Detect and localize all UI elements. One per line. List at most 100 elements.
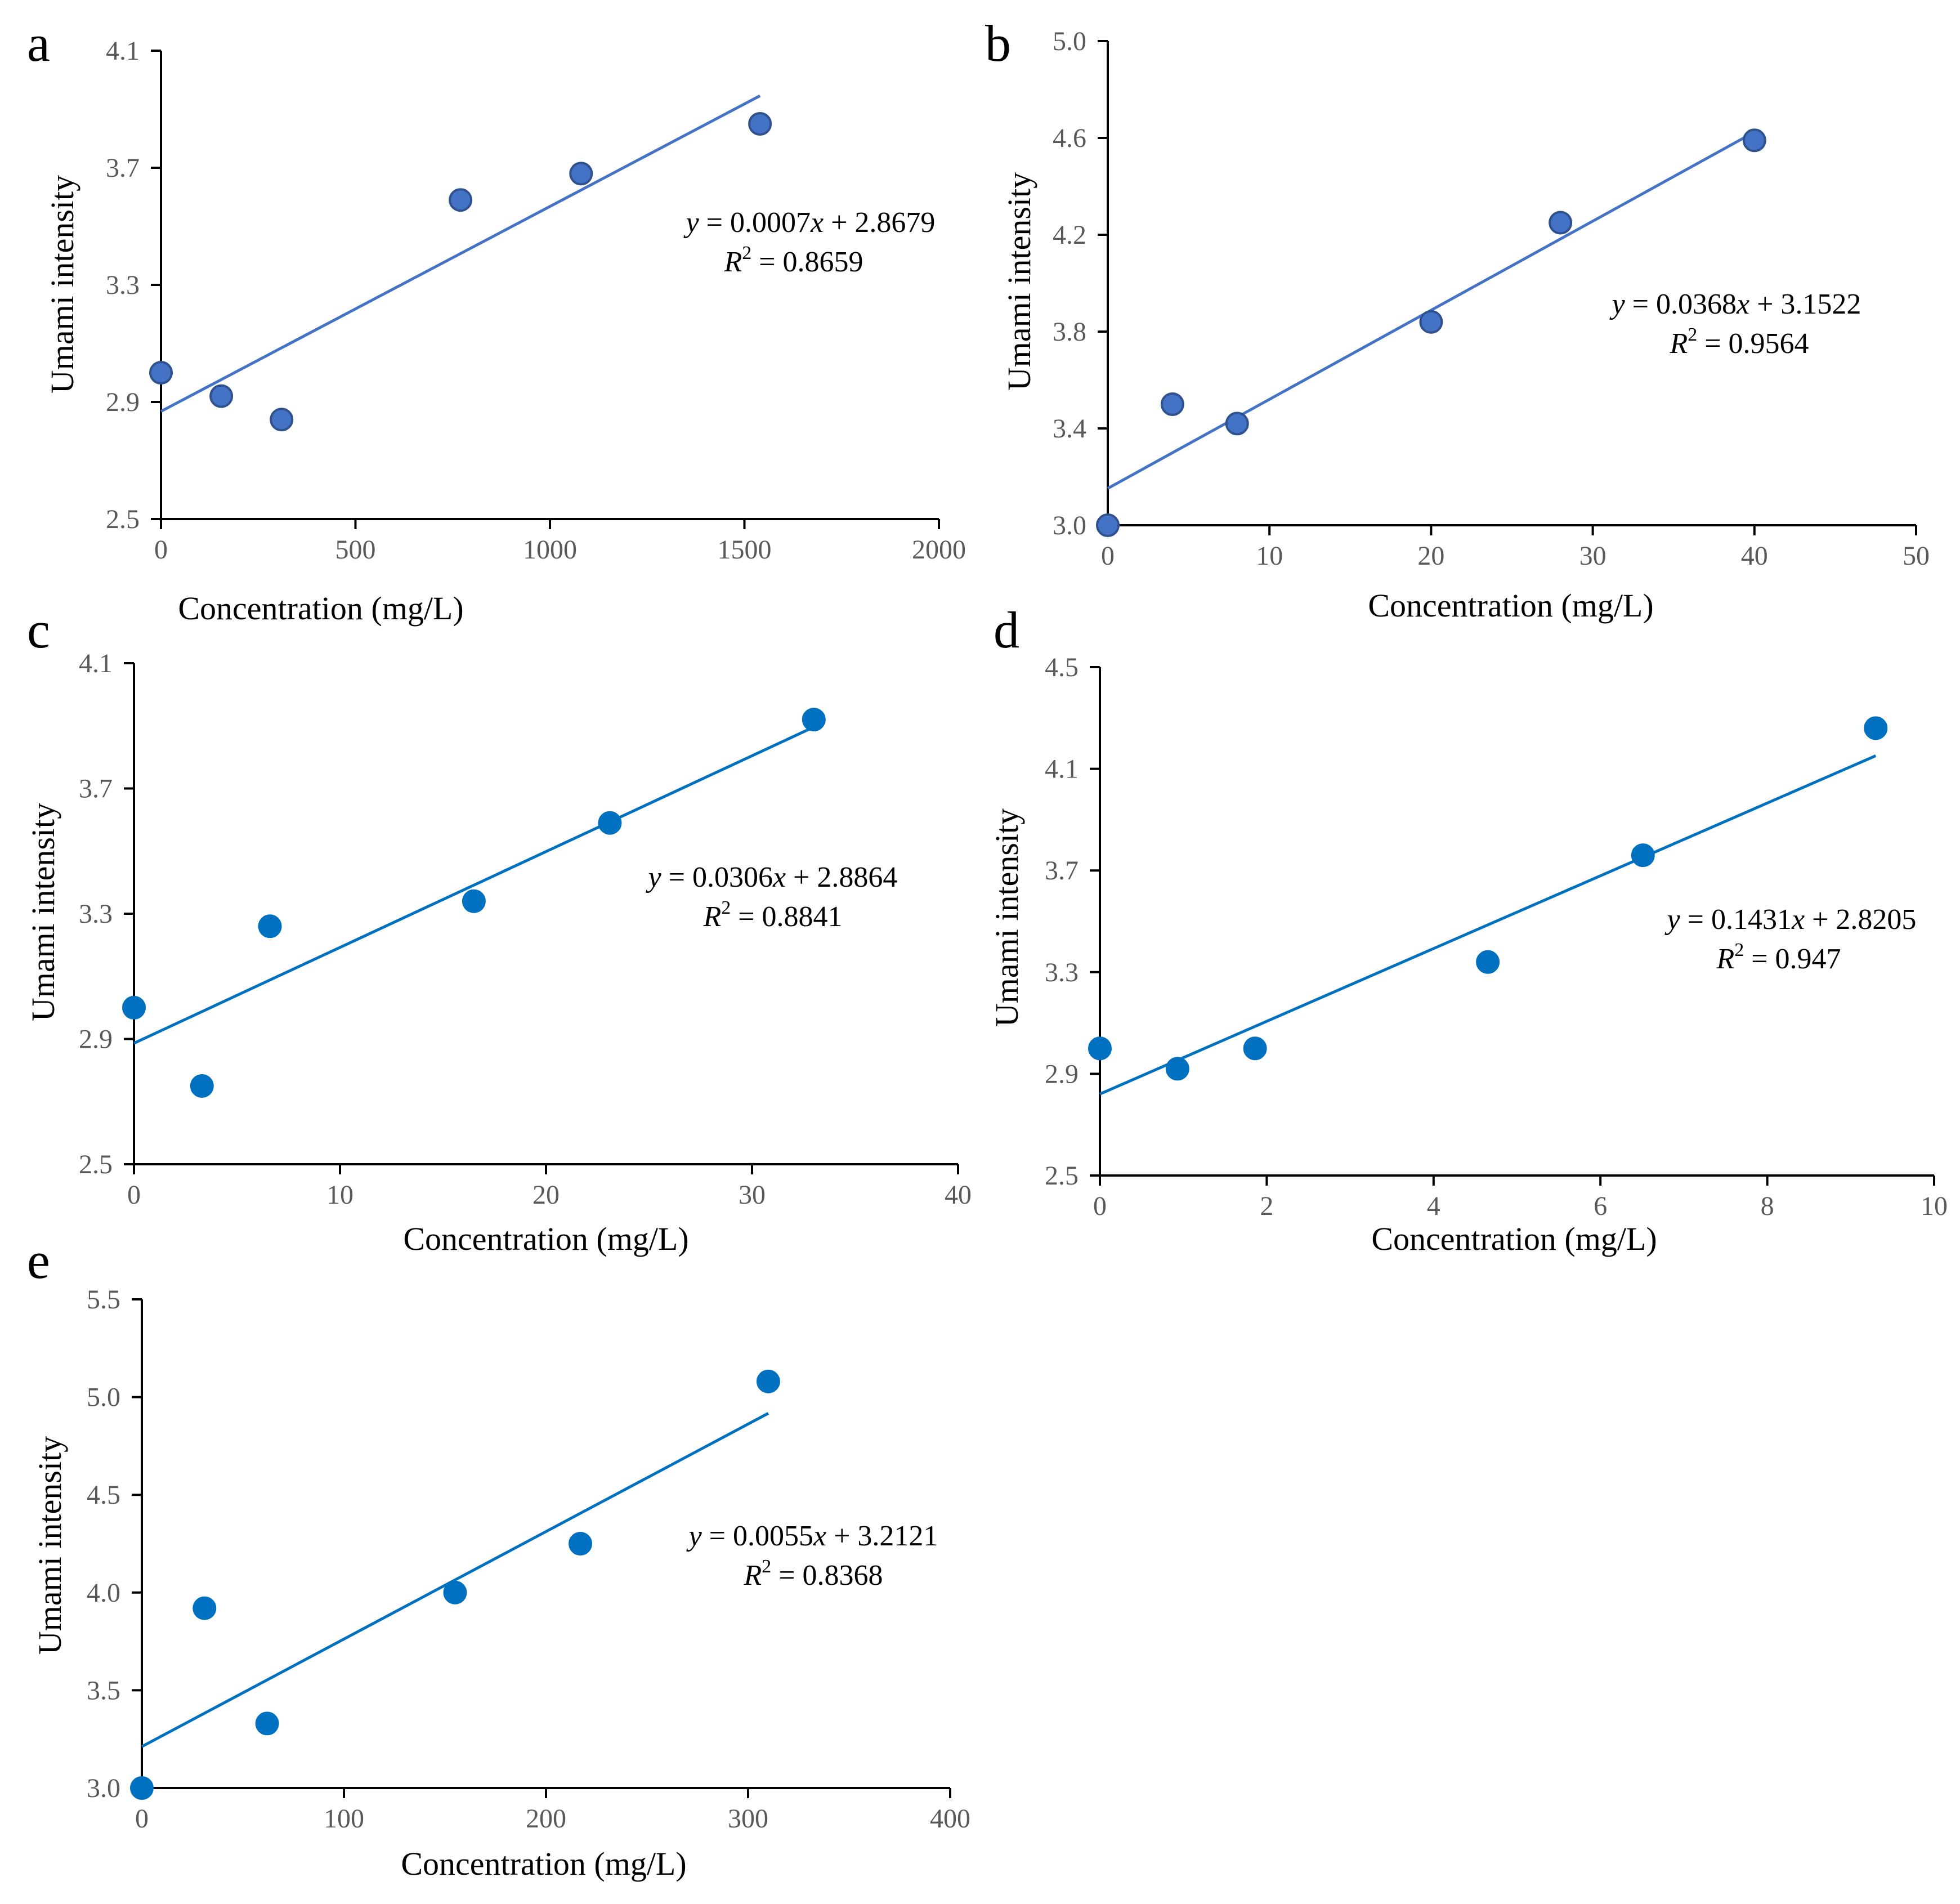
panel-c-y-tick-label: 4.1: [79, 649, 113, 678]
panel-d: d Concentration (mg/L) Umami intensity y…: [988, 601, 1948, 1257]
panel-a-eq-x: x: [810, 207, 824, 239]
panel-e-data-point: [756, 1369, 780, 1393]
panel-e-data-point: [193, 1596, 217, 1620]
panel-d-data-point: [1165, 1057, 1189, 1081]
panel-e-r-prefix: R: [743, 1559, 762, 1592]
panel-b-x-tick-label: 40: [1741, 541, 1768, 571]
panel-a-r-sup: 2: [742, 243, 751, 263]
panel-b-x-axis-title: Concentration (mg/L): [1368, 587, 1653, 624]
panel-d-y-tick-label: 2.9: [1045, 1059, 1079, 1089]
panel-c-letter: c: [27, 601, 50, 659]
panel-d-equation: y = 0.1431x + 2.8205: [1664, 904, 1917, 936]
panel-e-r-value: = 0.8368: [771, 1559, 883, 1592]
panel-e-y-tick-label: 3.5: [87, 1675, 120, 1705]
panel-e-y-tick-label: 4.0: [87, 1578, 120, 1608]
panel-e-x-tick-label: 400: [930, 1804, 970, 1834]
panel-e-y-tick-label: 5.5: [87, 1285, 120, 1315]
panel-a: a Concentration (mg/L) Umami intensity y…: [27, 15, 966, 627]
panel-a-x-tick-label: 2000: [912, 535, 966, 565]
panel-c-r-sup: 2: [721, 897, 731, 918]
panel-d-y-tick-label: 3.3: [1045, 958, 1079, 987]
panel-e-letter: e: [27, 1232, 50, 1289]
panel-d-x-tick-label: 10: [1921, 1191, 1948, 1221]
panel-e-eq-slope: = 0.0055: [702, 1520, 813, 1552]
panel-a-eq-y: y: [683, 207, 700, 239]
panel-a-y-tick-label: 3.7: [106, 153, 140, 183]
panel-b-letter: b: [985, 15, 1011, 72]
panel-e-y-tick-label: 5.0: [87, 1383, 120, 1413]
panel-c-data-point: [258, 914, 282, 938]
panel-c-y-tick-label: 3.3: [79, 899, 113, 929]
panel-c-x-tick-label: 40: [945, 1180, 972, 1210]
panel-e-x-tick-label: 200: [526, 1804, 566, 1834]
panel-b-x-tick-label: 50: [1903, 541, 1930, 571]
panel-a-x-tick-label: 500: [335, 535, 376, 565]
panel-a-y-tick-label: 2.9: [106, 387, 140, 417]
panel-a-y-tick-label: 2.5: [106, 504, 140, 534]
panel-c: c Concentration (mg/L) Umami intensity y…: [25, 601, 972, 1257]
panel-d-data-point: [1088, 1036, 1112, 1061]
panel-b-eq-y: y: [1609, 288, 1626, 320]
panel-b-r-prefix: R: [1669, 328, 1688, 360]
panel-d-letter: d: [994, 601, 1019, 659]
panel-b-x-tick-label: 30: [1579, 541, 1607, 571]
panel-d-x-tick-label: 4: [1427, 1191, 1440, 1221]
panel-a-x-tick-label: 1500: [718, 535, 772, 565]
panel-e-eq-intercept: + 3.2121: [826, 1520, 938, 1552]
panel-d-y-axis-title: Umami intensity: [988, 808, 1025, 1027]
panel-d-y-tick-label: 3.7: [1045, 856, 1079, 886]
panel-e-data-point: [130, 1776, 154, 1800]
panel-a-equation: y = 0.0007x + 2.8679: [683, 207, 936, 239]
panel-b-data-point: [1160, 392, 1184, 416]
panel-a-eq-intercept: + 2.8679: [824, 207, 935, 239]
panel-a-data-point: [270, 408, 294, 432]
panel-d-y-tick-label: 4.5: [1045, 652, 1079, 682]
panel-e-x-axis-title: Concentration (mg/L): [401, 1845, 686, 1882]
panel-b-data-point: [1549, 211, 1573, 235]
panel-d-data-point: [1631, 843, 1655, 868]
panel-c-eq-x: x: [772, 861, 786, 893]
panel-d-eq-slope: = 0.1431: [1680, 904, 1792, 936]
panel-a-data-point: [209, 384, 234, 408]
panel-c-y-axis-title: Umami intensity: [25, 803, 61, 1021]
panel-c-x-tick-label: 10: [326, 1180, 353, 1210]
panel-a-data-point: [149, 361, 173, 385]
panel-d-x-tick-label: 2: [1260, 1191, 1273, 1221]
panel-e-x-tick-label: 100: [324, 1804, 364, 1834]
panel-b-y-tick-label: 4.2: [1053, 220, 1086, 250]
panel-d-data-point: [1476, 950, 1500, 974]
panel-c-eq-slope: = 0.0306: [661, 861, 773, 893]
panel-e-y-axis-title: Umami intensity: [32, 1436, 68, 1655]
panel-b-r-sup: 2: [1688, 324, 1697, 345]
panel-b-data-point: [1419, 310, 1443, 334]
panel-d-x-tick-label: 8: [1761, 1191, 1774, 1221]
panel-a-data-point: [748, 112, 772, 136]
panel-d-r-sup: 2: [1734, 940, 1744, 960]
panel-b-eq-intercept: + 3.1522: [1749, 288, 1861, 320]
panel-a-letter: a: [27, 15, 50, 72]
panel-d-data-point: [1864, 716, 1888, 740]
panel-d-r-value: = 0.947: [1744, 943, 1841, 975]
panel-a-x-axis-title: Concentration (mg/L): [178, 590, 463, 627]
panel-d-trendline: [1099, 754, 1877, 1096]
panel-b-x-tick-label: 20: [1417, 541, 1444, 571]
panel-a-x-tick-label: 0: [154, 535, 168, 565]
panel-a-trendline: [160, 94, 761, 413]
panel-b-y-tick-label: 3.0: [1053, 511, 1086, 540]
panel-b-data-point: [1225, 412, 1249, 436]
panel-c-y-tick-label: 3.7: [79, 774, 113, 804]
panel-e-y-tick-label: 4.5: [87, 1480, 120, 1510]
panel-d-data-point: [1243, 1036, 1267, 1061]
panel-a-x-tick-label: 1000: [523, 535, 577, 565]
panel-a-r-value: = 0.8659: [751, 246, 863, 278]
panel-d-r-prefix: R: [1716, 943, 1734, 975]
panel-b-eq-x: x: [1736, 288, 1749, 320]
panel-b-eq-slope: = 0.0368: [1625, 288, 1737, 320]
panel-a-y-tick-label: 3.3: [106, 270, 140, 300]
panel-e-eq-x: x: [813, 1520, 826, 1552]
panel-b-r-value: = 0.9564: [1697, 328, 1809, 360]
panel-b: b Concentration (mg/L) Umami intensity y…: [985, 15, 1930, 624]
panel-d-x-tick-label: 0: [1093, 1191, 1107, 1221]
panel-e-y-tick-label: 3.0: [87, 1773, 120, 1803]
panel-c-eq-intercept: + 2.8864: [786, 861, 897, 893]
